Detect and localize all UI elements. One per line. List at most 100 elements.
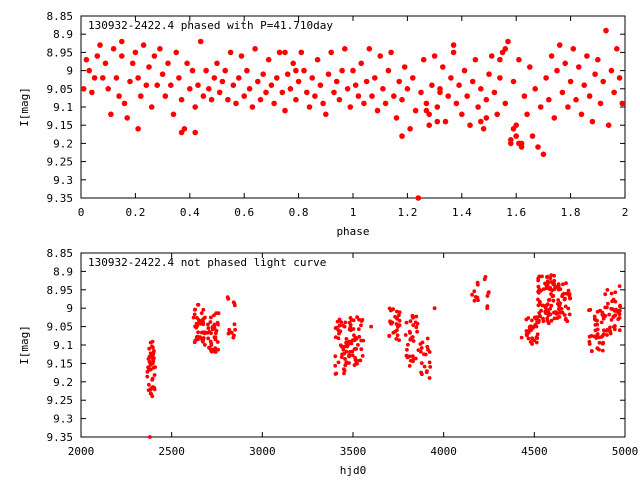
data-point: [391, 307, 395, 312]
data-point: [162, 93, 169, 99]
data-point: [268, 82, 275, 88]
data-point: [194, 321, 199, 326]
data-point: [497, 75, 503, 81]
data-point: [132, 49, 139, 56]
data-point: [404, 320, 409, 325]
data-point: [608, 67, 615, 74]
data-point: [414, 314, 419, 319]
data-point: [244, 67, 250, 74]
data-point: [304, 89, 310, 96]
data-point: [600, 348, 605, 353]
data-point: [552, 273, 556, 278]
data-point: [317, 82, 324, 88]
data-point: [486, 290, 491, 294]
data-point: [548, 286, 553, 290]
data-point: [409, 358, 413, 363]
data-point: [410, 315, 415, 319]
data-point: [343, 320, 348, 325]
data-point: [165, 60, 171, 67]
data-point: [534, 335, 539, 340]
data-point: [214, 328, 219, 333]
data-point: [556, 283, 561, 288]
y-axis-label: I[mag]: [18, 325, 31, 365]
data-point: [231, 335, 236, 340]
data-point: [456, 82, 462, 88]
data-point: [573, 96, 579, 103]
data-point: [403, 333, 408, 337]
data-point: [618, 303, 622, 308]
data-point: [537, 318, 541, 323]
data-point: [89, 89, 95, 96]
data-point: [260, 71, 267, 77]
data-point: [594, 336, 599, 340]
data-point: [521, 93, 528, 99]
data-point: [358, 60, 365, 67]
data-point: [510, 78, 517, 85]
data-point: [152, 349, 156, 353]
data-point: [196, 330, 201, 335]
x-tick-label: 1.6: [506, 206, 526, 219]
data-point: [543, 311, 548, 315]
data-point: [195, 82, 201, 88]
x-tick-label: 2: [622, 206, 629, 219]
data-point: [393, 314, 397, 319]
data-point: [100, 75, 106, 81]
data-point: [151, 53, 158, 59]
data-point: [427, 376, 432, 380]
data-point: [209, 341, 214, 346]
data-point: [178, 96, 185, 103]
data-point: [150, 344, 154, 349]
data-point: [135, 75, 141, 81]
data-point: [595, 327, 600, 332]
y-tick-label: 9.05: [47, 83, 74, 96]
data-point: [140, 42, 147, 48]
data-point: [554, 67, 560, 74]
x-tick-label: 4500: [521, 445, 548, 458]
data-point: [193, 324, 198, 329]
y-tick-label: 9.05: [47, 321, 74, 334]
data-point: [469, 78, 476, 85]
data-point: [537, 104, 544, 110]
data-point: [312, 93, 318, 99]
data-point: [369, 324, 373, 329]
data-point: [227, 329, 232, 334]
data-point: [586, 93, 593, 99]
data-point: [406, 342, 410, 347]
data-point: [472, 289, 477, 294]
data-point: [530, 336, 535, 341]
data-point: [557, 307, 562, 311]
data-point: [127, 78, 133, 85]
data-point: [385, 67, 392, 74]
data-point: [563, 296, 567, 301]
data-point: [147, 354, 152, 359]
plot-frame: [80, 252, 626, 438]
data-point: [612, 327, 617, 332]
data-point: [347, 353, 351, 357]
data-point: [348, 316, 353, 320]
data-point: [191, 315, 196, 320]
data-point: [405, 347, 409, 352]
data-point: [534, 317, 538, 321]
data-point: [557, 315, 562, 319]
data-point: [159, 71, 166, 77]
y-tick-label: 9.1: [53, 101, 73, 114]
data-point: [178, 129, 185, 136]
y-axis-label: I[mag]: [18, 87, 31, 127]
data-point: [276, 49, 283, 56]
data-point: [562, 313, 567, 317]
y-tick-label: 9.3: [53, 174, 73, 187]
data-point: [538, 314, 542, 319]
data-point: [423, 100, 430, 107]
data-point: [147, 382, 151, 387]
data-point: [609, 306, 614, 311]
data-point: [617, 308, 622, 313]
data-point: [530, 318, 534, 323]
x-tick-label: 3000: [249, 445, 276, 458]
data-point: [600, 341, 605, 346]
data-point: [617, 328, 622, 333]
data-point: [333, 363, 338, 368]
data-point: [617, 316, 622, 320]
data-point: [414, 325, 419, 330]
data-point: [290, 60, 297, 67]
data-point: [475, 104, 481, 110]
